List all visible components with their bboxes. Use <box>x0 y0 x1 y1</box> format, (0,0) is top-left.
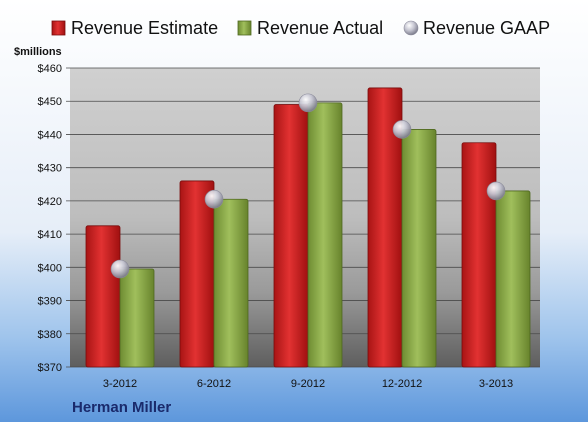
gaap-marker <box>298 93 318 113</box>
actual-bar <box>401 129 437 368</box>
gaap-marker <box>486 181 506 201</box>
legend-swatch-estimate <box>51 20 66 36</box>
estimate-bar <box>85 225 121 368</box>
actual-bar <box>307 102 343 368</box>
y-tick-label: $400 <box>38 262 62 274</box>
legend-swatch-gaap <box>403 20 419 36</box>
x-tick-label: 3-2013 <box>479 378 513 390</box>
legend-swatch-actual <box>237 20 252 36</box>
y-tick-label: $420 <box>38 196 62 208</box>
y-axis-ticks: $370 $380 $390 $400 $410 $420 $430 $440 $450 $460 <box>38 63 62 374</box>
estimate-bar <box>179 180 215 368</box>
y-tick-label: $430 <box>38 163 62 175</box>
gaap-marker <box>204 189 224 209</box>
y-tick-label: $380 <box>38 329 62 341</box>
x-tick-label: 9-2012 <box>291 378 325 390</box>
x-tick-label: 6-2012 <box>197 378 231 390</box>
y-tick-label: $460 <box>38 63 62 75</box>
y-tick-label: $450 <box>38 96 62 108</box>
legend-label: Revenue Estimate <box>71 18 218 38</box>
y-tick-label: $370 <box>38 362 62 374</box>
actual-bar <box>213 198 249 368</box>
gaap-markers <box>110 93 506 279</box>
y-tick-label: $390 <box>38 296 62 308</box>
x-tick-label: 3-2012 <box>103 378 137 390</box>
company-name: Herman Miller <box>72 399 171 416</box>
x-axis-ticks: 3-2012 6-2012 9-2012 12-2012 3-2013 <box>103 378 513 390</box>
x-tick-label: 12-2012 <box>382 378 422 390</box>
gaap-marker <box>392 120 412 139</box>
legend-label: Revenue GAAP <box>423 18 550 38</box>
legend-label: Revenue Actual <box>257 18 383 38</box>
gaap-marker <box>110 259 130 279</box>
y-tick-label: $440 <box>38 129 62 141</box>
legend: Revenue Estimate Revenue Actual Revenue GA… <box>51 18 550 38</box>
y-tick-label: $410 <box>38 229 62 241</box>
actual-bar <box>119 268 155 368</box>
y-axis-unit-label: $millions <box>14 46 62 58</box>
bars <box>85 87 531 368</box>
actual-bar <box>495 190 531 368</box>
estimate-bar <box>273 104 309 368</box>
estimate-bar <box>461 142 497 368</box>
